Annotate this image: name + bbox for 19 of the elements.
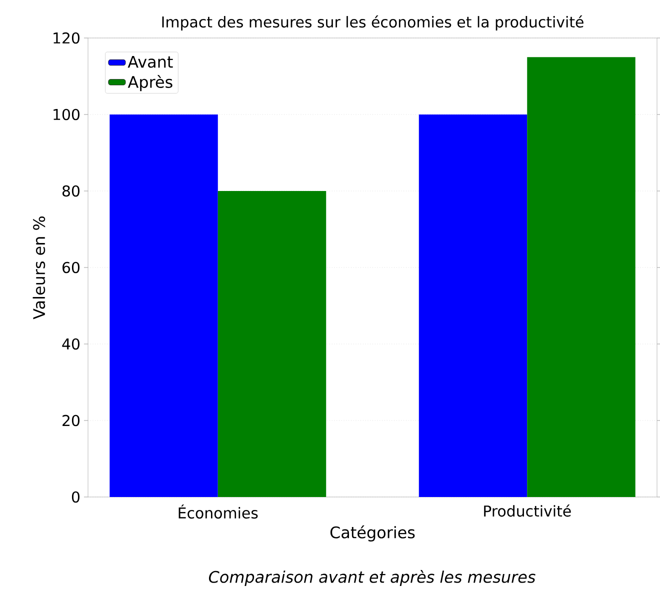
legend-label: Avant (128, 56, 173, 68)
x-axis-title: Catégories (330, 525, 415, 542)
bar (527, 57, 636, 497)
chart-title: Impact des mesures sur les économies et la productivité (162, 15, 584, 30)
y-tick-label: 80 (62, 185, 80, 197)
y-axis-title: Valeurs en % (32, 216, 46, 320)
y-tick-label: 0 (72, 491, 80, 503)
bar (218, 190, 326, 497)
y-tick-label: 100 (54, 108, 80, 120)
y-tick-label: 20 (62, 414, 80, 426)
text: Comparaison avant et après les mesures (208, 570, 536, 586)
bar (110, 114, 218, 497)
legend-label: Après (128, 75, 172, 92)
x-tick-label: Économies (178, 504, 258, 519)
y-tick-label: 120 (54, 32, 80, 44)
y-tick-label: 60 (62, 262, 80, 274)
bar (418, 114, 528, 497)
x-tick-label: Productivité (484, 504, 571, 517)
y-tick-label: 40 (62, 338, 80, 350)
